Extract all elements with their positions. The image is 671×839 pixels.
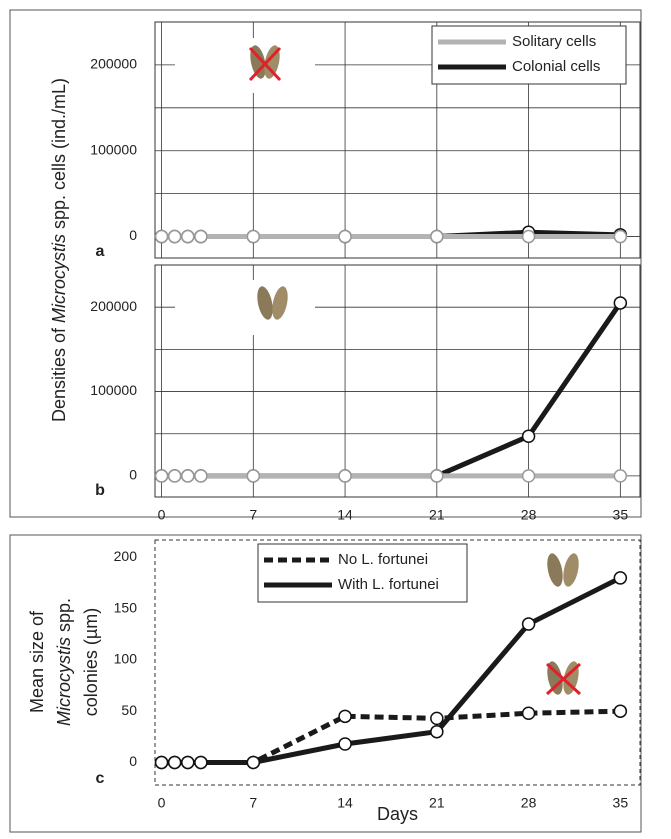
data-point: [613, 571, 628, 585]
x-tick-label: 14: [337, 507, 353, 523]
legend-box: [257, 543, 468, 603]
data-point: [430, 469, 444, 483]
data-point: [338, 709, 352, 724]
y-tick-label: 0: [129, 227, 137, 243]
x-tick-label: 7: [249, 507, 257, 523]
plot-area: [154, 539, 641, 786]
mussel-icon: [175, 280, 315, 335]
data-point: [246, 229, 261, 244]
x-tick-label: 0: [158, 795, 166, 811]
y-axis-label: colonies (µm): [81, 608, 101, 716]
y-tick-label: 100: [114, 651, 138, 667]
data-point: [430, 724, 444, 739]
data-point: [154, 469, 169, 483]
x-tick-label: 28: [521, 795, 537, 811]
data-point: [521, 229, 536, 244]
x-tick-label: 35: [613, 507, 629, 523]
data-point: [246, 755, 261, 770]
legend-label: With L. fortunei: [338, 576, 439, 593]
y-tick-label: 0: [129, 467, 137, 483]
y-tick-label: 100000: [90, 141, 137, 157]
x-axis-label: Days: [377, 804, 418, 824]
data-point: [167, 229, 182, 244]
x-tick-label: 14: [337, 795, 353, 811]
data-point: [154, 755, 169, 770]
data-point: [338, 229, 352, 244]
y-tick-label: 150: [114, 599, 138, 615]
panel-frame: [9, 534, 642, 833]
data-point: [613, 469, 628, 483]
y-tick-label: 100000: [90, 382, 137, 398]
mussel-icon: [175, 38, 315, 93]
y-axis-label: Densities of Microcystis spp. cells (ind…: [49, 78, 69, 422]
panel-frame: [9, 9, 642, 518]
y-axis-label: Microcystis spp.: [54, 598, 74, 726]
y-axis-label: Mean size of: [27, 610, 47, 713]
y-axis-label-part: Mean size of: [27, 610, 47, 713]
data-point: [613, 296, 628, 310]
y-tick-label: 200: [114, 548, 138, 564]
data-point: [613, 704, 628, 718]
data-point: [246, 469, 261, 483]
data-point: [338, 737, 352, 751]
data-point: [430, 711, 444, 726]
y-axis-label-part: Microcystis: [49, 234, 69, 323]
legend-label: Solitary cells: [512, 33, 596, 50]
panel-label: c: [96, 770, 105, 787]
data-point: [521, 469, 536, 483]
data-point: [194, 229, 208, 244]
legend-label: No L. fortunei: [338, 551, 428, 568]
data-point: [430, 229, 444, 244]
y-axis-label-part: spp.: [54, 598, 74, 637]
x-tick-label: 35: [613, 795, 629, 811]
legend-box: [431, 25, 627, 85]
data-point: [194, 469, 208, 483]
x-tick-label: 21: [429, 795, 445, 811]
mussel-icon: [547, 553, 579, 587]
data-point: [167, 755, 182, 770]
y-tick-label: 50: [121, 702, 137, 718]
x-tick-label: 7: [249, 795, 257, 811]
y-axis-label-part: Microcystis: [54, 637, 74, 726]
y-axis-label-part: spp. cells (ind./mL): [49, 78, 69, 234]
x-tick-label: 21: [429, 507, 445, 523]
data-point: [181, 469, 195, 483]
y-axis-label-part: Densities of: [49, 323, 69, 422]
data-point: [521, 706, 536, 720]
data-point: [181, 229, 195, 244]
x-tick-label: 28: [521, 507, 537, 523]
data-point: [194, 755, 208, 770]
y-tick-label: 200000: [90, 56, 137, 72]
data-point: [167, 469, 182, 483]
data-point: [521, 617, 536, 631]
y-axis-label-part: colonies (µm): [81, 608, 101, 716]
data-point: [181, 755, 195, 770]
data-point: [338, 469, 352, 483]
mussel-icon: [545, 661, 582, 696]
data-point: [154, 229, 169, 244]
y-tick-label: 0: [129, 753, 137, 769]
legend-label: Colonial cells: [512, 58, 600, 75]
y-tick-label: 200000: [90, 298, 137, 314]
data-point: [613, 229, 628, 244]
x-tick-label: 0: [158, 507, 166, 523]
data-point: [521, 429, 536, 444]
panel-label: b: [95, 482, 105, 499]
panel-label: a: [96, 243, 105, 260]
